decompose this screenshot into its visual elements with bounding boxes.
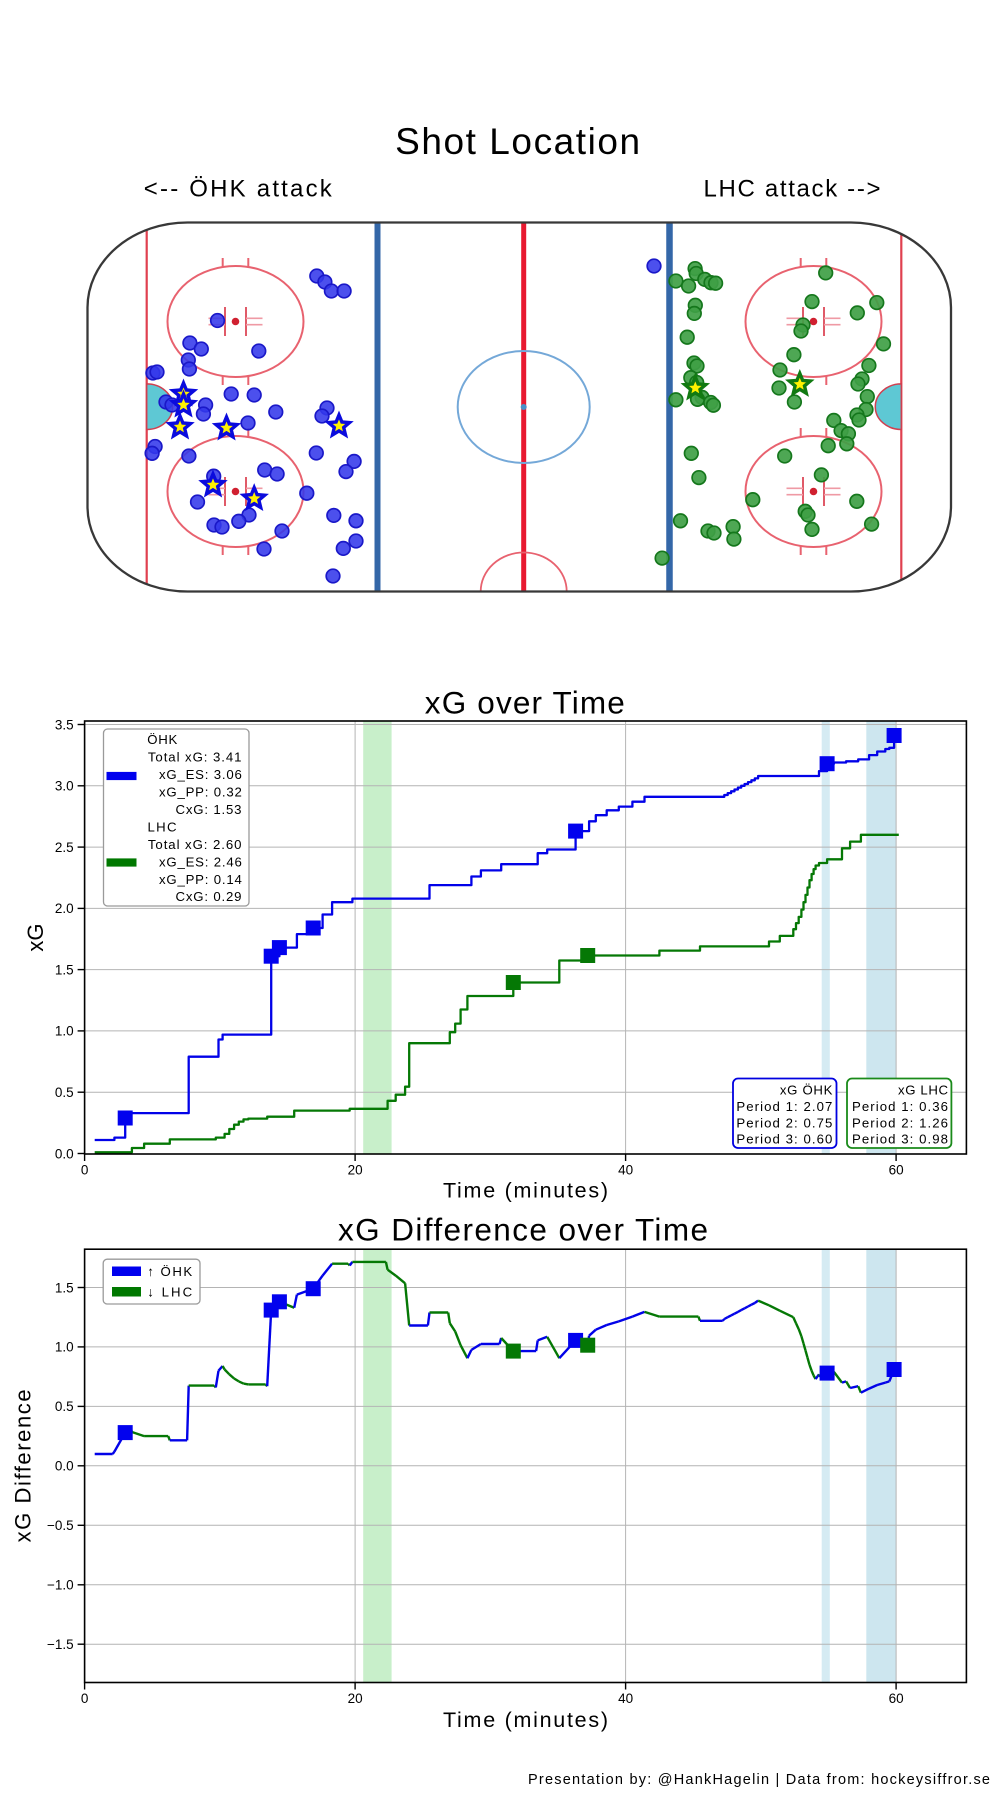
svg-text:LHC: LHC (148, 820, 177, 835)
svg-text:LHC attack -->: LHC attack --> (704, 176, 881, 203)
svg-text:40: 40 (618, 1163, 633, 1178)
svg-text:2.5: 2.5 (55, 840, 74, 855)
svg-text:Time (minutes): Time (minutes) (443, 1179, 608, 1203)
svg-text:Period 3: 0.60: Period 3: 0.60 (736, 1132, 832, 1147)
svg-text:xG over Time: xG over Time (425, 685, 625, 721)
svg-text:Time (minutes): Time (minutes) (443, 1708, 608, 1732)
svg-text:3.0: 3.0 (55, 779, 74, 794)
svg-text:Period 3: 0.98: Period 3: 0.98 (852, 1132, 948, 1147)
svg-text:1.0: 1.0 (55, 1024, 74, 1039)
svg-text:0: 0 (81, 1163, 89, 1178)
svg-text:2.0: 2.0 (55, 901, 74, 916)
svg-text:60: 60 (889, 1163, 904, 1178)
svg-text:0.0: 0.0 (55, 1146, 74, 1161)
svg-text:−1.0: −1.0 (47, 1578, 74, 1593)
svg-text:−1.5: −1.5 (47, 1637, 74, 1652)
svg-text:Total xG: 3.41: Total xG: 3.41 (148, 750, 242, 765)
svg-text:1.5: 1.5 (55, 962, 74, 977)
svg-text:xG_ES: 3.06: xG_ES: 3.06 (159, 767, 242, 782)
svg-text:0: 0 (81, 1691, 89, 1706)
svg-text:xG_PP: 0.32: xG_PP: 0.32 (159, 784, 242, 799)
svg-text:xG_PP: 0.14: xG_PP: 0.14 (159, 872, 242, 887)
svg-text:20: 20 (348, 1691, 363, 1706)
svg-text:ÖHK: ÖHK (147, 732, 177, 747)
svg-text:0.0: 0.0 (55, 1459, 74, 1474)
svg-text:Period 1: 0.36: Period 1: 0.36 (852, 1099, 948, 1114)
svg-text:Total xG: 2.60: Total xG: 2.60 (148, 837, 242, 852)
svg-text:↑ ÖHK: ↑ ÖHK (147, 1264, 192, 1279)
svg-text:xG Difference over Time: xG Difference over Time (338, 1212, 708, 1248)
svg-text:−0.5: −0.5 (47, 1518, 74, 1533)
svg-text:<-- ÖHK attack: <-- ÖHK attack (144, 176, 333, 203)
svg-text:Shot Location: Shot Location (395, 121, 640, 162)
svg-text:1.5: 1.5 (55, 1280, 74, 1295)
svg-text:0.5: 0.5 (55, 1085, 74, 1100)
svg-text:xG_ES: 2.46: xG_ES: 2.46 (159, 854, 242, 869)
svg-text:60: 60 (889, 1691, 904, 1706)
svg-text:40: 40 (618, 1691, 633, 1706)
svg-text:Presentation by: @HankHagelin: Presentation by: @HankHagelin | Data fro… (528, 1772, 990, 1788)
svg-text:Period 1: 2.07: Period 1: 2.07 (736, 1099, 832, 1114)
svg-text:0.5: 0.5 (55, 1399, 74, 1414)
svg-text:CxG: 1.53: CxG: 1.53 (176, 802, 242, 817)
svg-text:xG ÖHK: xG ÖHK (780, 1083, 833, 1098)
svg-text:Period 2: 0.75: Period 2: 0.75 (736, 1115, 832, 1130)
svg-text:20: 20 (348, 1163, 363, 1178)
svg-text:1.0: 1.0 (55, 1340, 74, 1355)
svg-text:xG: xG (23, 923, 48, 951)
svg-text:3.5: 3.5 (55, 717, 74, 732)
svg-text:xG LHC: xG LHC (898, 1083, 948, 1098)
svg-text:Period 2: 1.26: Period 2: 1.26 (852, 1115, 948, 1130)
svg-text:CxG: 0.29: CxG: 0.29 (176, 889, 242, 904)
